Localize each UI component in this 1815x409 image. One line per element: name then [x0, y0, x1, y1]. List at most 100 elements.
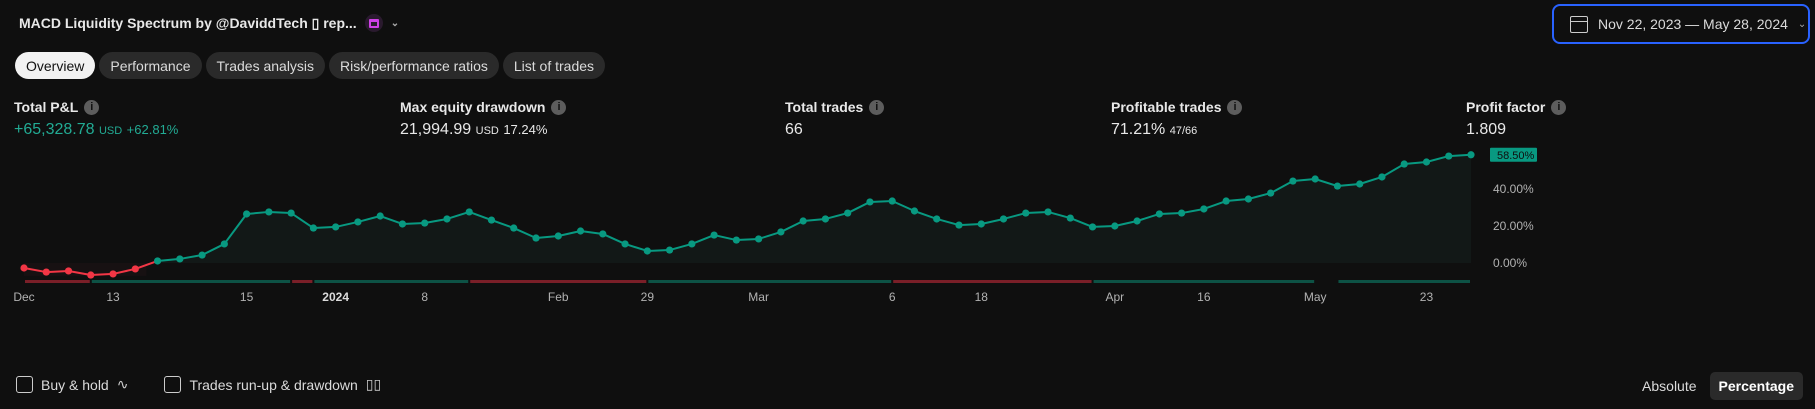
equity-point — [643, 247, 651, 255]
tab-risk-ratios[interactable]: Risk/performance ratios — [329, 52, 499, 79]
equity-point — [1467, 151, 1475, 159]
tab-performance[interactable]: Performance — [99, 52, 202, 79]
equity-point — [1066, 214, 1074, 222]
checkbox-box[interactable] — [16, 376, 33, 393]
equity-line-segment — [246, 210, 269, 215]
x-tick-label: 29 — [641, 290, 655, 304]
tab-list-of-trades[interactable]: List of trades — [502, 52, 606, 79]
metric-value: 71.21% — [1111, 121, 1166, 138]
equity-line-segment — [1359, 176, 1383, 185]
equity-line-segment — [68, 269, 91, 277]
equity-line-segment — [313, 225, 336, 230]
x-tick-label: 23 — [1420, 290, 1434, 304]
runup-drawdown-checkbox[interactable]: Trades run-up & drawdown ▯▯ — [164, 376, 381, 393]
chevron-down-icon[interactable]: ⌄ — [390, 17, 400, 29]
equity-line-segment — [758, 230, 782, 240]
x-tick-label: Feb — [548, 290, 569, 304]
equity-line-segment — [1181, 207, 1205, 215]
equity-line-segment — [1404, 160, 1427, 166]
equity-line-segment — [558, 230, 581, 237]
tab-bar: Overview Performance Trades analysis Ris… — [15, 52, 606, 79]
last-value-bg — [1490, 147, 1537, 162]
equity-point — [1445, 152, 1453, 160]
x-tick-label: 6 — [889, 290, 896, 304]
equity-point — [532, 234, 540, 242]
equity-line-segment — [914, 210, 938, 220]
equity-point — [1267, 189, 1275, 197]
y-tick-label: 20.00% — [1493, 219, 1534, 233]
buy-hold-checkbox[interactable]: Buy & hold ∿ — [16, 376, 128, 393]
equity-line-segment — [201, 243, 225, 256]
equity-point — [398, 220, 407, 228]
equity-line-segment — [780, 220, 804, 233]
equity-point — [599, 230, 607, 238]
equity-line-segment — [1159, 212, 1182, 215]
equity-line-segment — [535, 234, 559, 240]
line-chart-icon: ∿ — [116, 376, 129, 392]
checkbox-box[interactable] — [164, 376, 182, 393]
equity-line-segment — [402, 222, 425, 225]
equity-line-segment — [1203, 200, 1227, 210]
chevron-down-icon: ⌄ — [1797, 18, 1807, 30]
tab-trades-analysis[interactable]: Trades analysis — [205, 52, 326, 79]
date-range-picker[interactable]: Nov 22, 2023 — May 28, 2024 ⌄ — [1552, 4, 1810, 44]
info-icon[interactable]: i — [84, 99, 100, 115]
equity-point — [999, 215, 1008, 223]
equity-point — [732, 236, 740, 244]
metric-value: +65,328.78 — [14, 121, 95, 138]
equity-point — [821, 215, 830, 223]
x-tick-label: 2024 — [322, 290, 349, 304]
x-tick-label: 13 — [106, 290, 120, 304]
equity-point — [621, 240, 629, 248]
equity-point — [465, 208, 473, 216]
equity-chart[interactable]: 0.00% 20.00% 40.00% 58.50% Dec 13 15 2024 8 Feb 29… — [0, 0, 1815, 320]
equity-point — [510, 224, 518, 232]
equity-line-segment — [1069, 217, 1093, 228]
equity-line-segment — [1114, 220, 1138, 227]
equity-line-segment — [46, 269, 69, 274]
equity-point — [376, 212, 384, 220]
info-icon[interactable]: i — [551, 99, 567, 115]
metric-unit: USD — [98, 125, 123, 137]
equity-line-segment — [736, 237, 759, 242]
info-icon[interactable]: i — [869, 99, 885, 115]
equity-line-segment — [891, 200, 915, 212]
percentage-button[interactable]: Percentage — [1709, 372, 1803, 400]
metric-label: Total trades — [785, 99, 864, 115]
equity-point — [799, 217, 807, 225]
info-icon[interactable]: i — [1227, 99, 1243, 115]
tab-overview[interactable]: Overview — [15, 52, 96, 79]
metric-pct: +62.81% — [126, 122, 179, 137]
value-mode-toggle: Absolute Percentage — [1633, 372, 1803, 400]
equity-line-segment — [1226, 197, 1249, 203]
period-bar — [25, 280, 90, 283]
equity-line-segment — [847, 201, 871, 214]
metric-sub: 47/66 — [1169, 125, 1198, 137]
equity-point — [243, 210, 251, 218]
equity-point — [866, 198, 874, 206]
equity-point — [1333, 182, 1342, 190]
equity-point — [1133, 217, 1141, 225]
equity-point — [443, 215, 451, 223]
equity-point — [1022, 209, 1030, 217]
equity-point — [421, 219, 429, 227]
info-icon[interactable]: i — [1551, 99, 1567, 115]
equity-point — [888, 197, 896, 205]
x-tick-label: Dec — [13, 290, 34, 304]
strategy-title[interactable]: MACD Liquidity Spectrum by @DaviddTech ▯… — [19, 14, 399, 32]
equity-area — [24, 154, 1471, 276]
x-tick-label: Apr — [1105, 290, 1124, 304]
equity-point — [576, 227, 585, 235]
metric-profitable-trades: Profitable trades i 71.21% 47/66 — [1111, 99, 1243, 139]
equity-line-segment — [491, 219, 515, 229]
absolute-button[interactable]: Absolute — [1642, 378, 1697, 394]
equity-point — [777, 228, 785, 236]
y-tick-label: 40.00% — [1493, 182, 1534, 196]
calendar-badge-icon[interactable] — [364, 14, 383, 32]
equity-line-segment — [936, 218, 960, 227]
equity-point — [844, 209, 852, 217]
equity-point — [354, 218, 362, 226]
y-tick-label: 0.00% — [1493, 256, 1527, 270]
metric-label: Total P&L — [14, 99, 79, 115]
equity-point — [109, 270, 117, 278]
